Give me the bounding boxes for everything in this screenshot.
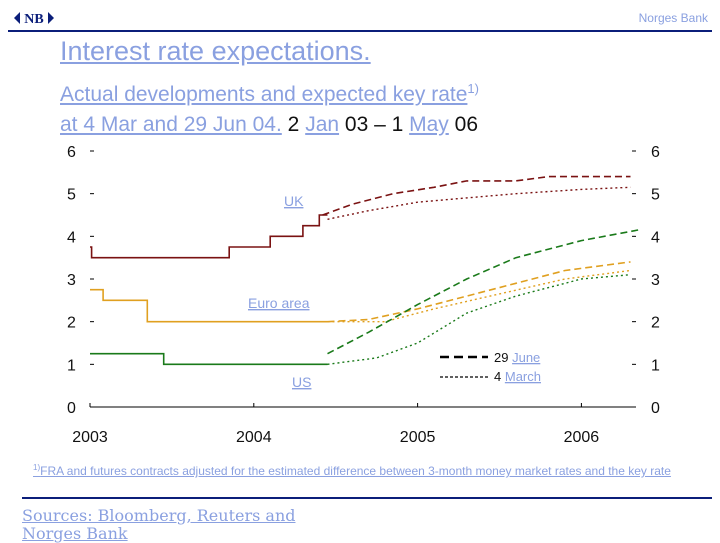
y-tick-label-left: 0	[67, 400, 76, 417]
y-tick-label-left: 3	[67, 272, 76, 289]
annotation-euro-area: Euro area	[248, 295, 310, 311]
subtitle-footnote-ref: 1)	[467, 81, 479, 96]
footer-rule	[22, 497, 712, 499]
series-uk-actual	[90, 214, 328, 259]
subtitle-dates[interactable]: at 4 Mar and 29 Jun 04.	[60, 113, 282, 136]
y-tick-label-left: 1	[67, 357, 76, 374]
x-tick-label: 2006	[564, 429, 600, 446]
bank-name: Norges Bank	[638, 11, 708, 25]
y-tick-label-right: 3	[651, 272, 660, 289]
series-uk-29-june	[322, 175, 631, 216]
footnote-marker: 1)	[33, 463, 41, 472]
x-tick-label: 2005	[400, 429, 436, 446]
chart-series	[90, 175, 639, 366]
y-tick-label-right: 6	[651, 144, 660, 161]
y-tick-label-right: 1	[651, 357, 660, 374]
svg-text:NB: NB	[24, 12, 43, 27]
subtitle-range-start: 2	[287, 113, 300, 136]
y-tick-label-left: 6	[67, 144, 76, 161]
subtitle-month-jan[interactable]: Jan	[305, 113, 340, 136]
chart-axes: 0 0 1 1 2 2 3 3 4 4 5 5 6 6 2003 2004 2005 2006	[67, 144, 660, 446]
series-uk-4-march	[327, 186, 631, 220]
x-tick-label: 2004	[236, 429, 272, 446]
interest-rate-chart: 0 0 1 1 2 2 3 3 4 4 5 5 6 6 2003 2004 2005 2006 UK Euro a…	[67, 144, 660, 446]
y-tick-label-right: 2	[651, 315, 660, 332]
annotation-us: US	[292, 374, 311, 390]
footnote[interactable]: 1)FRA and futures contracts adjusted for…	[33, 459, 673, 480]
subtitle-range-end: 06	[454, 113, 479, 136]
y-tick-label-right: 4	[651, 229, 660, 246]
norges-bank-logo: NB	[14, 12, 54, 27]
annotation-uk: UK	[284, 193, 304, 209]
series-us-actual	[90, 352, 328, 366]
header-rule	[8, 30, 712, 32]
y-tick-label-left: 5	[67, 187, 76, 204]
y-tick-label-left: 4	[67, 229, 76, 246]
y-tick-label-right: 5	[651, 187, 660, 204]
y-tick-label-left: 2	[67, 315, 76, 332]
y-tick-label-right: 0	[651, 400, 660, 417]
page-title[interactable]: Interest rate expectations.	[60, 36, 371, 66]
series-euro-area-29-june	[327, 261, 631, 323]
sources-link[interactable]: Sources: Bloomberg, Reuters and Norges B…	[22, 506, 296, 543]
legend-label-june: 29 June	[494, 350, 540, 365]
series-us-4-march	[327, 274, 631, 365]
series-us-29-june	[327, 229, 639, 355]
chart-annotations: UK Euro area US	[248, 193, 311, 390]
subtitle-range-mid: 03 – 1	[344, 113, 404, 136]
series-euro-area-actual	[90, 288, 328, 323]
subtitle-line1[interactable]: Actual developments and expected key rat…	[60, 83, 468, 106]
chart-legend: 29 June 4 March	[440, 350, 541, 384]
chart-subtitle: Actual developments and expected key rat…	[60, 74, 479, 140]
series-euro-area-4-march	[327, 269, 631, 323]
x-tick-label: 2003	[72, 429, 108, 446]
legend-label-march: 4 March	[494, 369, 541, 384]
subtitle-month-may[interactable]: May	[409, 113, 449, 136]
footnote-text: FRA and futures contracts adjusted for t…	[40, 464, 671, 478]
